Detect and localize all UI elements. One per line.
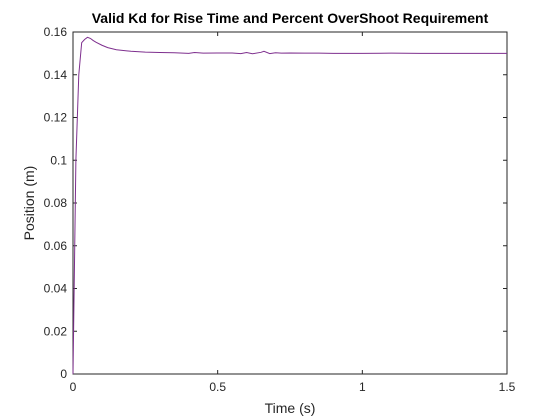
- y-tick-label: 0.02: [44, 324, 68, 338]
- series-line: [72, 36, 507, 375]
- x-axis-label: Time (s): [265, 400, 316, 416]
- y-tick-label: 0.16: [44, 25, 68, 39]
- plot-area: [72, 31, 508, 375]
- y-tick-label: 0.04: [44, 282, 68, 296]
- chart-title: Valid Kd for Rise Time and Percent OverS…: [92, 10, 489, 26]
- x-tick-label: 1: [359, 380, 366, 394]
- tick-group: [72, 31, 508, 375]
- y-axis-label: Position (m): [21, 166, 37, 241]
- y-tick-label: 0.08: [44, 196, 68, 210]
- y-tick-label: 0.14: [44, 68, 68, 82]
- y-tick-label: 0.06: [44, 239, 68, 253]
- y-tick-label: 0.12: [44, 111, 68, 125]
- x-tick-label: 1.5: [499, 380, 516, 394]
- x-tick-label: 0: [70, 380, 77, 394]
- y-tick-label: 0.1: [50, 153, 67, 167]
- tick-label-group: 0 0.5 1 1.5 0 0.02 0.04 0.06 0.08 0.1 0.12 0.14 0.16: [44, 25, 516, 394]
- y-tick-label: 0: [60, 367, 67, 381]
- x-tick-label: 0.5: [209, 380, 226, 394]
